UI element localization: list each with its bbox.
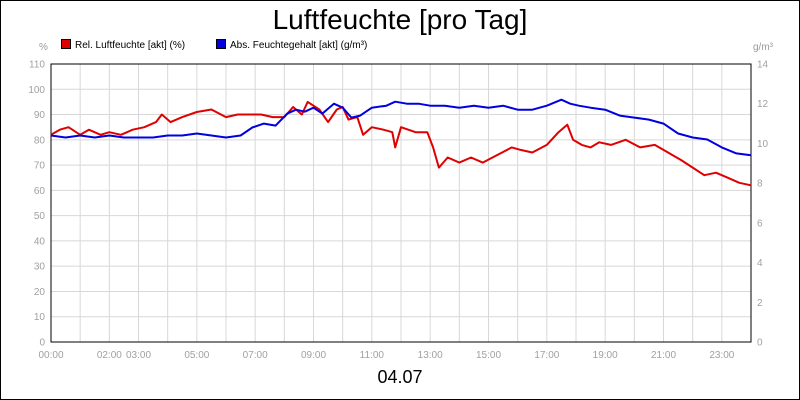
x-tick-label: 03:00: [126, 350, 151, 361]
right-tick-label: 10: [757, 139, 769, 150]
left-tick-label: 100: [28, 85, 45, 96]
x-tick-label: 21:00: [651, 350, 676, 361]
left-tick-label: 80: [34, 135, 46, 146]
legend-item-abs-humidity: Abs. Feuchtegehalt [akt] (g/m³): [216, 39, 367, 53]
right-tick-label: 0: [757, 338, 763, 349]
right-tick-label: 6: [757, 218, 763, 229]
legend-item-rel-humidity: Rel. Luftfeuchte [akt] (%): [61, 39, 185, 53]
right-tick-label: 14: [757, 60, 769, 71]
left-axis-unit: %: [39, 42, 48, 53]
x-tick-label: 00:00: [38, 350, 63, 361]
left-tick-label: 10: [34, 312, 46, 323]
left-tick-label: 50: [34, 211, 46, 222]
x-tick-label: 02:00: [97, 350, 122, 361]
x-tick-label: 19:00: [593, 350, 618, 361]
left-tick-label: 20: [34, 287, 46, 298]
x-tick-label: 15:00: [476, 350, 501, 361]
right-tick-label: 12: [757, 99, 769, 110]
left-tick-label: 60: [34, 186, 46, 197]
right-tick-label: 8: [757, 179, 763, 190]
legend-label-abs-humidity: Abs. Feuchtegehalt [akt] (g/m³): [230, 40, 368, 51]
x-tick-label: 23:00: [709, 350, 734, 361]
legend-label-rel-humidity: Rel. Luftfeuchte [akt] (%): [75, 40, 186, 51]
series-line-rel-humidity: [50, 100, 752, 187]
left-tick-label: 0: [39, 338, 45, 349]
date-label: 04.07: [377, 367, 423, 387]
legend-swatch-red: [61, 39, 71, 50]
x-tick-label: 07:00: [243, 350, 268, 361]
x-tick-label: 17:00: [534, 350, 559, 361]
left-tick-label: 40: [34, 236, 46, 247]
right-tick-label: 4: [757, 258, 763, 269]
right-tick-label: 2: [757, 298, 763, 309]
chart-title: Luftfeuchte [pro Tag]: [272, 4, 528, 35]
left-tick-label: 70: [34, 161, 46, 172]
x-tick-label: 13:00: [418, 350, 443, 361]
x-tick-label: 09:00: [301, 350, 326, 361]
right-axis-unit: g/m³: [753, 42, 773, 53]
legend-swatch-blue: [216, 39, 226, 50]
left-tick-label: 110: [29, 60, 45, 71]
x-tick-label: 05:00: [184, 350, 209, 361]
left-tick-label: 30: [34, 262, 46, 273]
left-tick-label: 90: [34, 110, 46, 121]
series-line-abs-humidity: [50, 98, 752, 157]
x-tick-label: 11:00: [360, 350, 385, 361]
plot-border: [50, 63, 752, 343]
